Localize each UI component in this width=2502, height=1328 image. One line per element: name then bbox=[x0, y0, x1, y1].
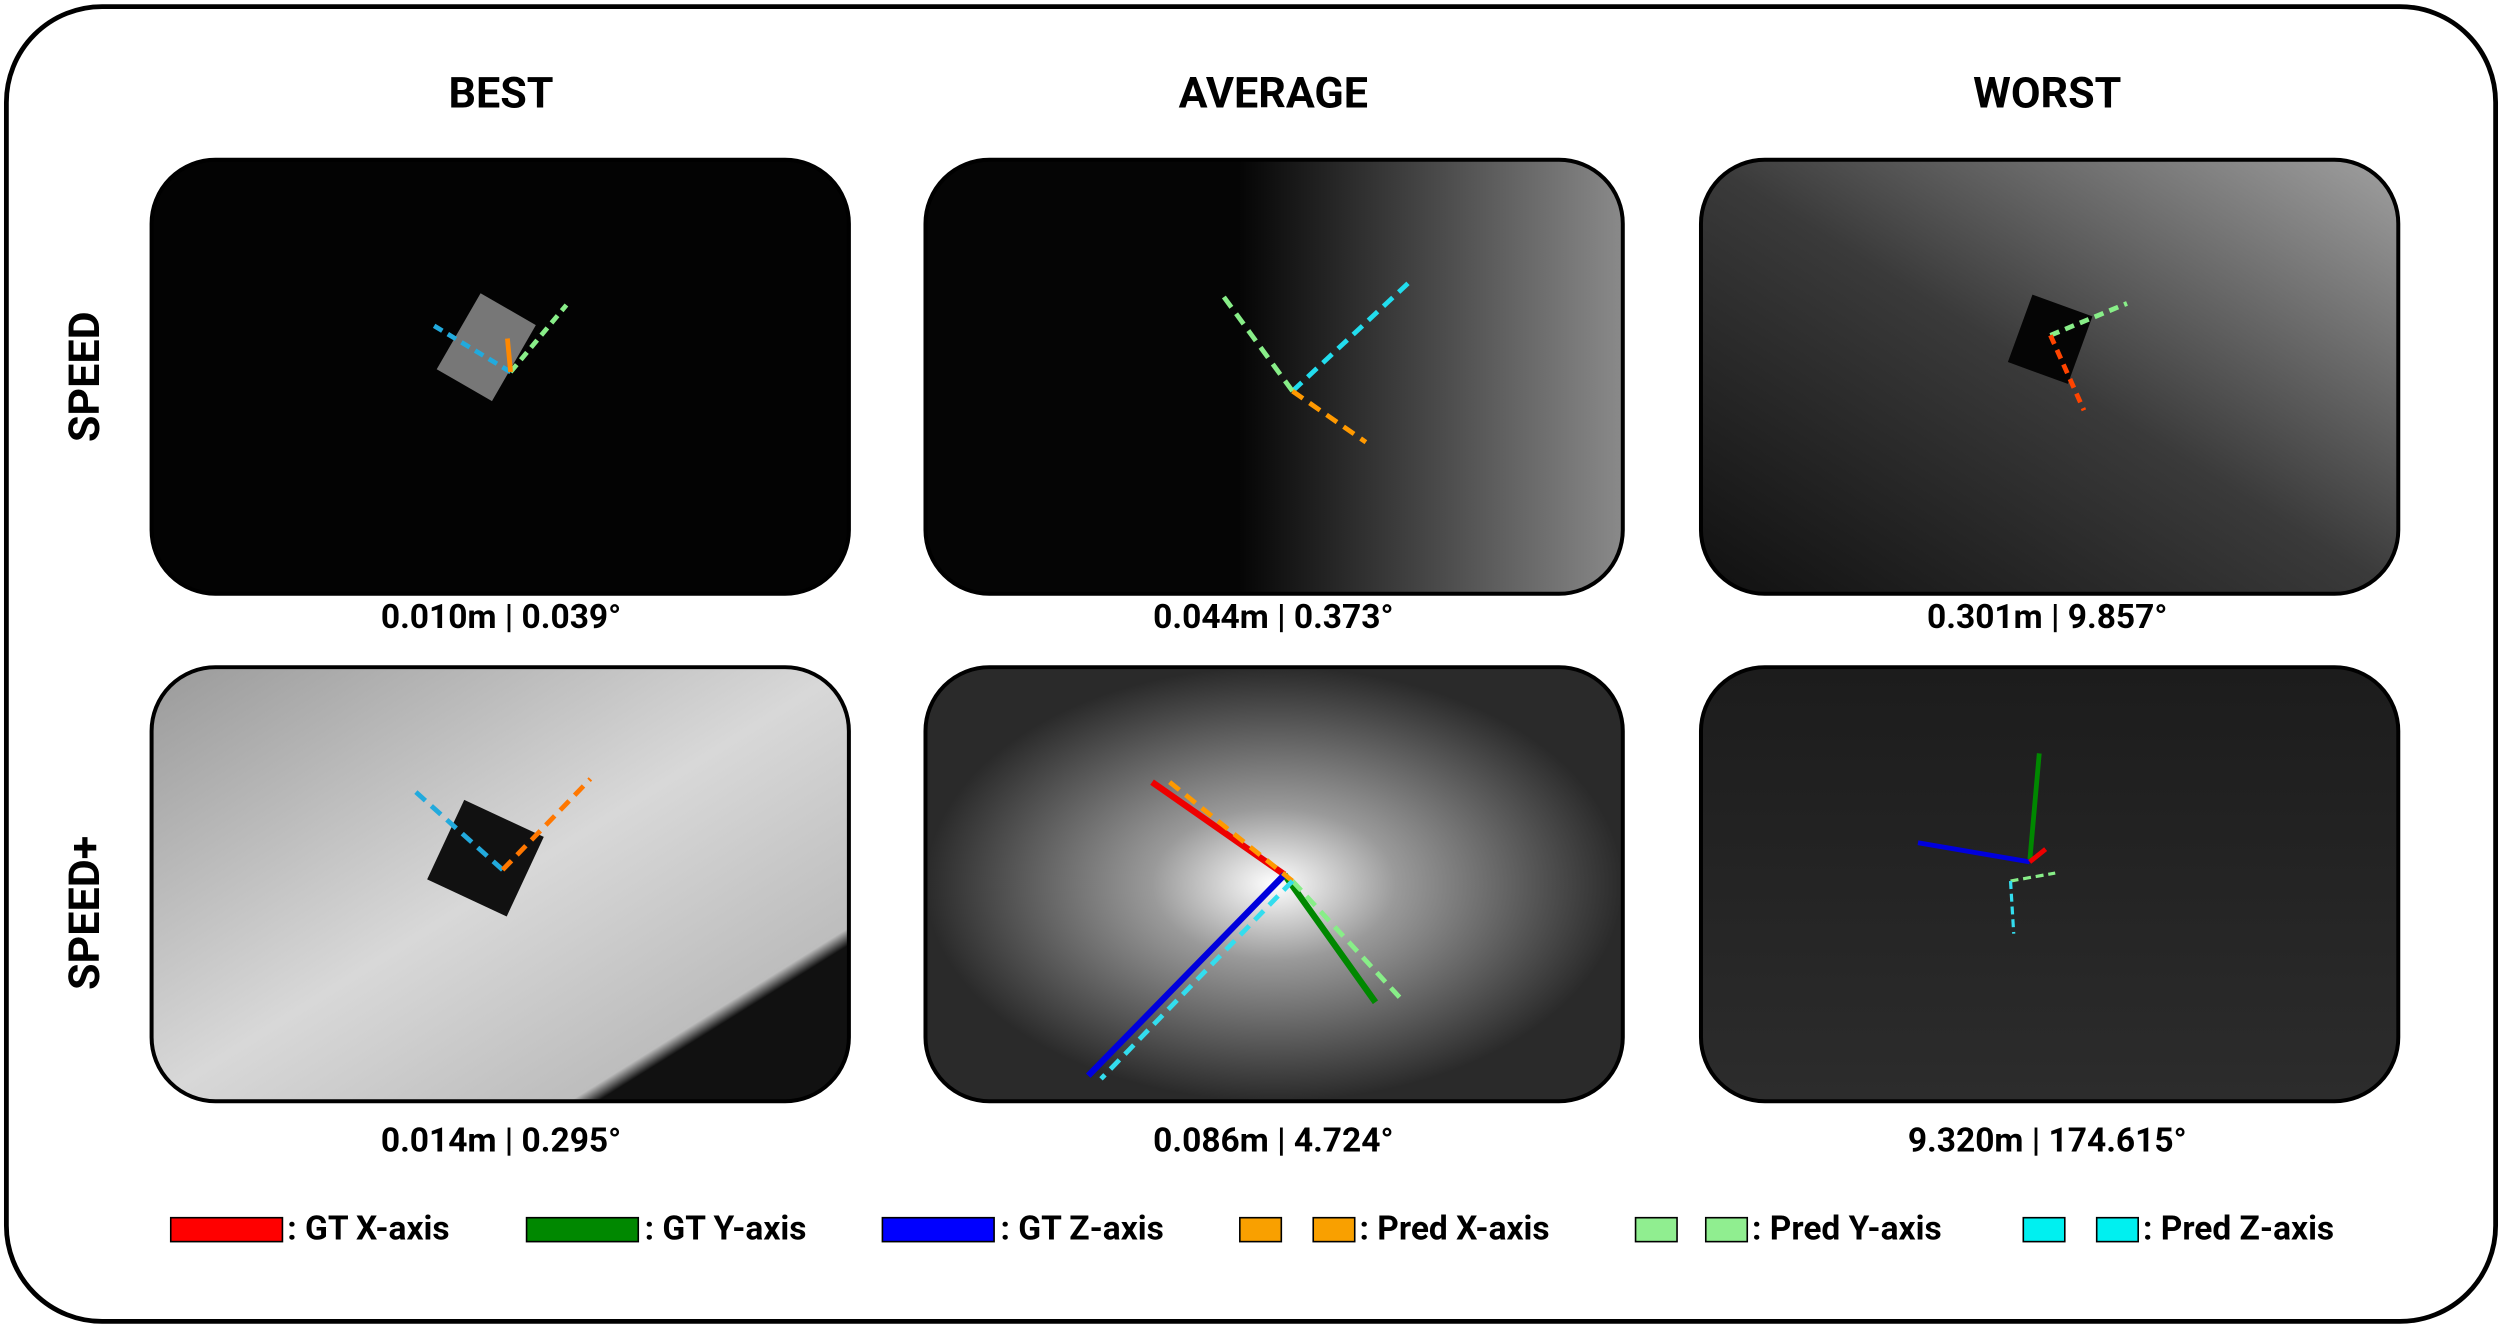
panel bbox=[1698, 157, 2401, 596]
column-header: BEST bbox=[449, 67, 554, 118]
panel bbox=[923, 157, 1625, 596]
caption: 0.010m | 0.039° bbox=[381, 598, 621, 637]
panel bbox=[149, 157, 851, 596]
panel bbox=[1698, 665, 2401, 1104]
caption: 0.044m | 0.373° bbox=[1153, 598, 1393, 637]
caption: 0.014m | 0.295° bbox=[381, 1122, 621, 1161]
column-header: WORST bbox=[1973, 67, 2121, 118]
column-header: AVERAGE bbox=[1179, 67, 1368, 118]
legend-label: : GT Y-axis bbox=[645, 1209, 807, 1248]
legend-label: : Pred Z-axis bbox=[2143, 1209, 2334, 1248]
panel bbox=[149, 665, 851, 1104]
legend-label: : Pred X-axis bbox=[1360, 1209, 1550, 1248]
row-label: SPEED bbox=[59, 311, 110, 442]
legend-label: : GT X-axis bbox=[287, 1209, 449, 1248]
row-label: SPEED+ bbox=[59, 836, 110, 990]
panel bbox=[923, 665, 1625, 1104]
caption: 0.301m | 9.857° bbox=[1927, 598, 2167, 637]
caption: 0.086m | 4.724° bbox=[1153, 1122, 1393, 1161]
legend-label: : Pred Y-axis bbox=[1752, 1209, 1942, 1248]
legend: : GT X-axis : GT Y-axis : GT Z-axis : Pr… bbox=[169, 1209, 2334, 1248]
caption: 9.320m | 174.615° bbox=[1908, 1122, 2187, 1161]
legend-label: : GT Z-axis bbox=[1000, 1209, 1163, 1248]
